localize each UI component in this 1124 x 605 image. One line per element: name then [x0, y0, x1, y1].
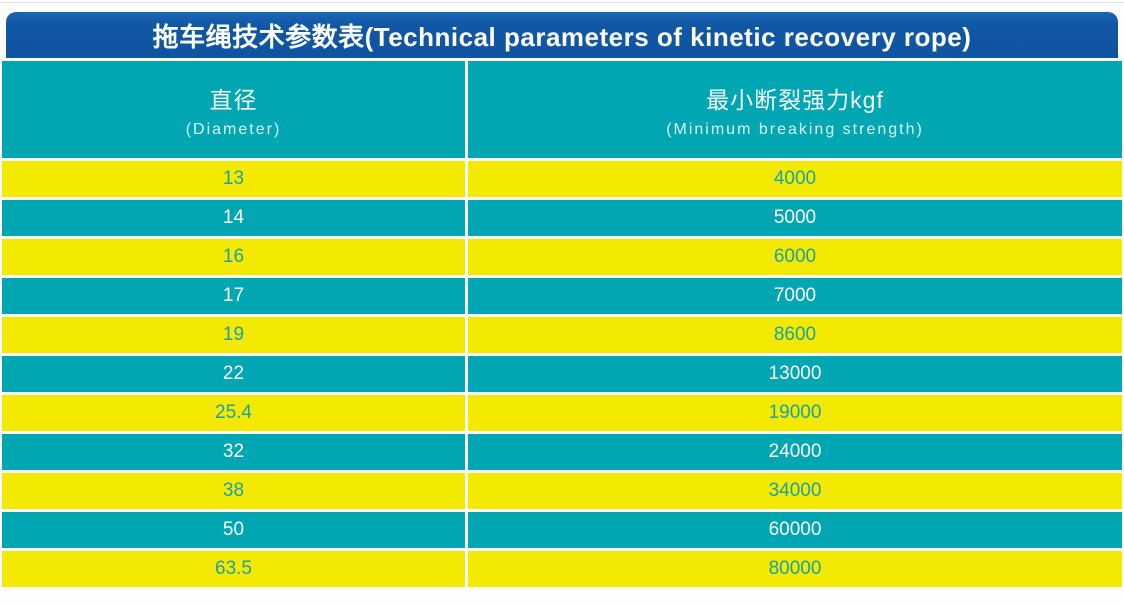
header-strength-en: (Minimum breaking strength) — [666, 120, 924, 138]
cell-diameter: 63.5 — [2, 551, 465, 587]
table-row: 25.4 19000 — [2, 395, 1122, 431]
table-row: 16 6000 — [2, 239, 1122, 275]
header-strength-zh: 最小断裂强力kgf — [706, 86, 884, 113]
table-header-row: 直径 (Diameter) 最小断裂强力kgf (Minimum breakin… — [2, 61, 1122, 158]
header-diameter-zh: 直径 — [209, 86, 258, 113]
cell-diameter: 32 — [2, 434, 465, 470]
cell-diameter: 22 — [2, 356, 465, 392]
cell-strength: 5000 — [468, 200, 1122, 236]
table-row: 17 7000 — [2, 278, 1122, 314]
cell-strength: 7000 — [468, 278, 1122, 314]
table-row: 19 8600 — [2, 317, 1122, 353]
cell-diameter: 19 — [2, 317, 465, 353]
header-diameter-en: (Diameter) — [185, 120, 282, 138]
table-row: 13 4000 — [2, 161, 1122, 197]
table-title: 拖车绳技术参数表(Technical parameters of kinetic… — [152, 21, 972, 52]
spec-table-card: 拖车绳技术参数表(Technical parameters of kinetic… — [2, 12, 1122, 590]
spec-table: 直径 (Diameter) 最小断裂强力kgf (Minimum breakin… — [2, 61, 1122, 587]
table-body: 13 4000 14 5000 16 6000 17 7000 19 8600 22 13000 25.… — [2, 161, 1122, 587]
cell-strength: 60000 — [468, 512, 1122, 548]
cell-diameter: 17 — [2, 278, 465, 314]
cell-strength: 8600 — [468, 317, 1122, 353]
cell-strength: 6000 — [468, 239, 1122, 275]
cell-diameter: 14 — [2, 200, 465, 236]
cell-strength: 24000 — [468, 434, 1122, 470]
table-row: 63.5 80000 — [2, 551, 1122, 587]
cell-strength: 34000 — [468, 473, 1122, 509]
header-cell-diameter: 直径 (Diameter) — [2, 61, 465, 158]
cell-diameter: 13 — [2, 161, 465, 197]
cell-strength: 80000 — [468, 551, 1122, 587]
cell-diameter: 25.4 — [2, 395, 465, 431]
table-title-bar: 拖车绳技术参数表(Technical parameters of kinetic… — [6, 12, 1118, 58]
header-cell-strength: 最小断裂强力kgf (Minimum breaking strength) — [468, 61, 1122, 158]
top-hairline — [0, 2, 1124, 3]
cell-diameter: 38 — [2, 473, 465, 509]
cell-strength: 13000 — [468, 356, 1122, 392]
table-row: 50 60000 — [2, 512, 1122, 548]
table-row: 32 24000 — [2, 434, 1122, 470]
cell-diameter: 16 — [2, 239, 465, 275]
cell-diameter: 50 — [2, 512, 465, 548]
table-row: 38 34000 — [2, 473, 1122, 509]
table-row: 22 13000 — [2, 356, 1122, 392]
table-row: 14 5000 — [2, 200, 1122, 236]
cell-strength: 4000 — [468, 161, 1122, 197]
cell-strength: 19000 — [468, 395, 1122, 431]
